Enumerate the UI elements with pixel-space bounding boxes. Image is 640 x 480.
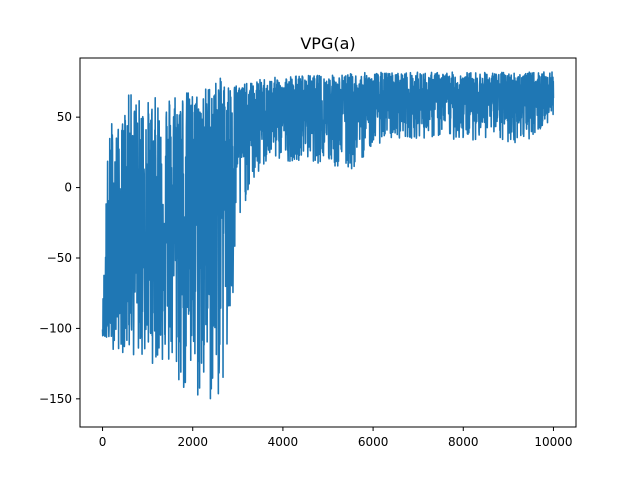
y-axis: −150 −100 −50 0 50: [39, 110, 80, 406]
series-line-group: [101, 71, 555, 400]
series-line: [101, 71, 555, 400]
y-tick-label: −150: [39, 392, 72, 406]
x-tick-label: 8000: [448, 435, 479, 449]
y-tick-label: 0: [64, 181, 72, 195]
x-tick-label: 6000: [358, 435, 389, 449]
plot-frame: [79, 57, 577, 428]
y-tick-label: −100: [39, 321, 72, 335]
y-tick-label: 50: [57, 110, 72, 124]
plot-area: [79, 57, 577, 428]
y-tick-label: −50: [47, 251, 72, 265]
x-tick-label: 2000: [177, 435, 208, 449]
chart-title: VPG(a): [300, 34, 355, 53]
x-tick-label: 0: [99, 435, 107, 449]
x-axis: 0 2000 4000 6000 8000 10000: [99, 427, 573, 449]
x-tick-label: 10000: [534, 435, 572, 449]
x-tick-label: 4000: [268, 435, 299, 449]
